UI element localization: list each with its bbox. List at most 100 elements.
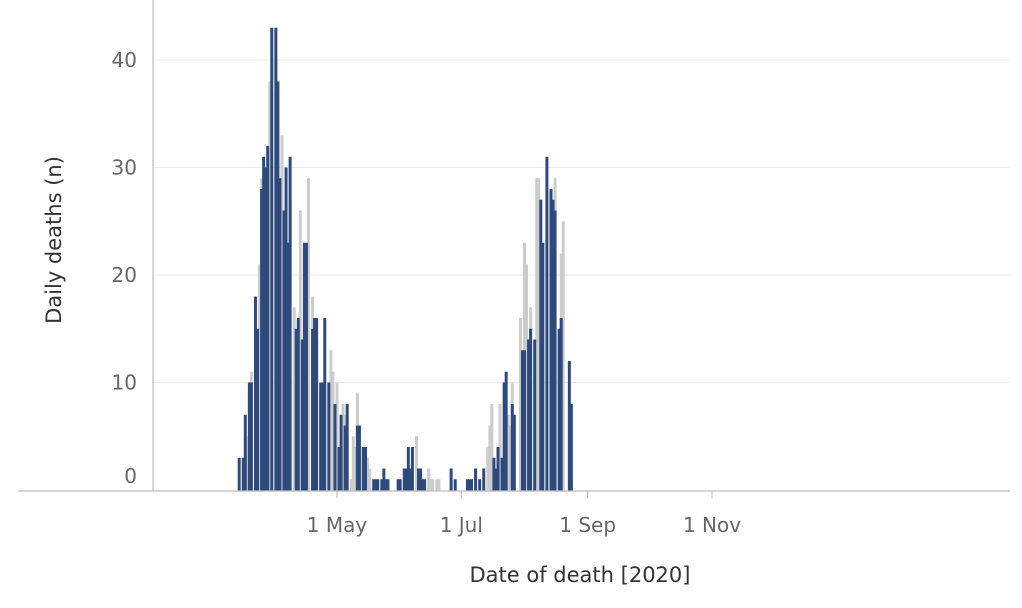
bar-blue bbox=[553, 210, 557, 491]
bar-blue bbox=[364, 447, 368, 491]
bar-blue bbox=[319, 382, 323, 491]
bar-blue bbox=[494, 468, 498, 491]
bar-blue bbox=[315, 318, 319, 491]
gridlines bbox=[153, 59, 1010, 383]
bar-blue bbox=[396, 479, 400, 491]
y-axis-title: Daily deaths (n) bbox=[42, 156, 66, 324]
bar-grey bbox=[258, 264, 262, 491]
bar-grey bbox=[298, 210, 302, 491]
bar-grey bbox=[488, 425, 492, 491]
bar-blue bbox=[527, 339, 531, 491]
bar-blue bbox=[406, 447, 410, 491]
y-tick-label: 20 bbox=[112, 263, 137, 287]
bar-blue bbox=[361, 447, 365, 491]
bar-blue bbox=[502, 382, 506, 491]
bar-grey bbox=[351, 436, 355, 491]
bar-grey bbox=[353, 447, 357, 491]
bar-blue bbox=[313, 318, 317, 491]
bar-grey bbox=[341, 404, 345, 491]
bar-blue bbox=[241, 457, 245, 491]
y-tick-labels: 0 10 20 30 40 bbox=[112, 48, 137, 488]
bar-blue bbox=[296, 318, 300, 491]
axes bbox=[18, 0, 1010, 498]
y-tick-label: 0 bbox=[124, 464, 137, 488]
bar-blue bbox=[470, 479, 474, 491]
bar-grey bbox=[508, 425, 512, 491]
bar-blue bbox=[382, 468, 386, 491]
bar-grey bbox=[561, 221, 565, 491]
bar-blue bbox=[453, 479, 457, 491]
bar-grey bbox=[245, 436, 249, 491]
bar-blue bbox=[237, 457, 241, 491]
bar-blue bbox=[253, 296, 257, 491]
bar-grey bbox=[359, 447, 363, 491]
bar-grey bbox=[437, 479, 441, 491]
bar-grey bbox=[535, 178, 539, 491]
bar-blue bbox=[419, 468, 423, 491]
bar-blue bbox=[249, 382, 253, 491]
bar-blue bbox=[380, 479, 384, 491]
bar-blue bbox=[541, 242, 545, 491]
bar-blue bbox=[408, 468, 412, 491]
bar-blue bbox=[355, 425, 359, 491]
bar-blue bbox=[559, 318, 563, 491]
bar-blue bbox=[270, 27, 274, 491]
bar-blue bbox=[478, 479, 482, 491]
bar-blue bbox=[343, 425, 347, 491]
bar-blue bbox=[510, 404, 514, 491]
bar-blue bbox=[496, 447, 500, 491]
bar-grey bbox=[435, 479, 439, 491]
bar-blue bbox=[512, 414, 516, 491]
bar-blue bbox=[523, 350, 526, 491]
bar-blue bbox=[294, 328, 298, 491]
bar-blue bbox=[569, 404, 573, 491]
bar-blue bbox=[300, 339, 304, 491]
bar-blue bbox=[321, 382, 325, 491]
bar-blue bbox=[284, 167, 288, 491]
bar-grey bbox=[329, 350, 333, 491]
y-tick-label: 30 bbox=[112, 156, 137, 180]
bar-blue bbox=[520, 350, 524, 491]
bar-grey bbox=[498, 404, 502, 491]
bar-blue bbox=[410, 447, 414, 491]
x-tick-label: 1 Jul bbox=[440, 513, 483, 537]
bar-blue bbox=[449, 468, 453, 491]
bar-blue bbox=[417, 468, 421, 491]
y-tick-label: 40 bbox=[112, 48, 137, 72]
bar-grey bbox=[349, 479, 353, 491]
bar-blue bbox=[256, 328, 260, 491]
bar-blue bbox=[467, 479, 471, 491]
bar-blue bbox=[262, 156, 266, 491]
bar-blue bbox=[243, 414, 247, 491]
bar-blue bbox=[337, 447, 341, 491]
x-tick-label: 1 May bbox=[307, 513, 368, 537]
bar-grey bbox=[525, 264, 529, 491]
bar-blue bbox=[357, 425, 361, 491]
bar-blue bbox=[247, 382, 251, 491]
bar-blue bbox=[504, 371, 508, 491]
bar-grey bbox=[335, 382, 339, 491]
bar-blue bbox=[465, 479, 469, 491]
bar-grey bbox=[427, 468, 431, 491]
bar-blue bbox=[423, 479, 427, 491]
bar-blue bbox=[339, 414, 343, 491]
bar-blue bbox=[421, 479, 425, 491]
bar-grey bbox=[414, 436, 418, 491]
bar-grey bbox=[431, 479, 435, 491]
bar-blue bbox=[533, 339, 537, 491]
bar-blue bbox=[282, 210, 286, 491]
bar-blue bbox=[333, 404, 337, 491]
x-axis-title: Date of death [2020] bbox=[470, 563, 691, 587]
bar-blue bbox=[482, 468, 486, 491]
bar-blue bbox=[274, 27, 278, 491]
bar-grey bbox=[292, 307, 296, 491]
bar-blue bbox=[567, 361, 571, 491]
bar-grey bbox=[429, 479, 433, 491]
bar-grey bbox=[486, 447, 490, 491]
bar-blue bbox=[492, 457, 496, 491]
bar-grey bbox=[518, 318, 522, 491]
x-tick-label: 1 Nov bbox=[683, 513, 741, 537]
bar-blue bbox=[304, 242, 308, 491]
bar-grey bbox=[366, 457, 370, 491]
